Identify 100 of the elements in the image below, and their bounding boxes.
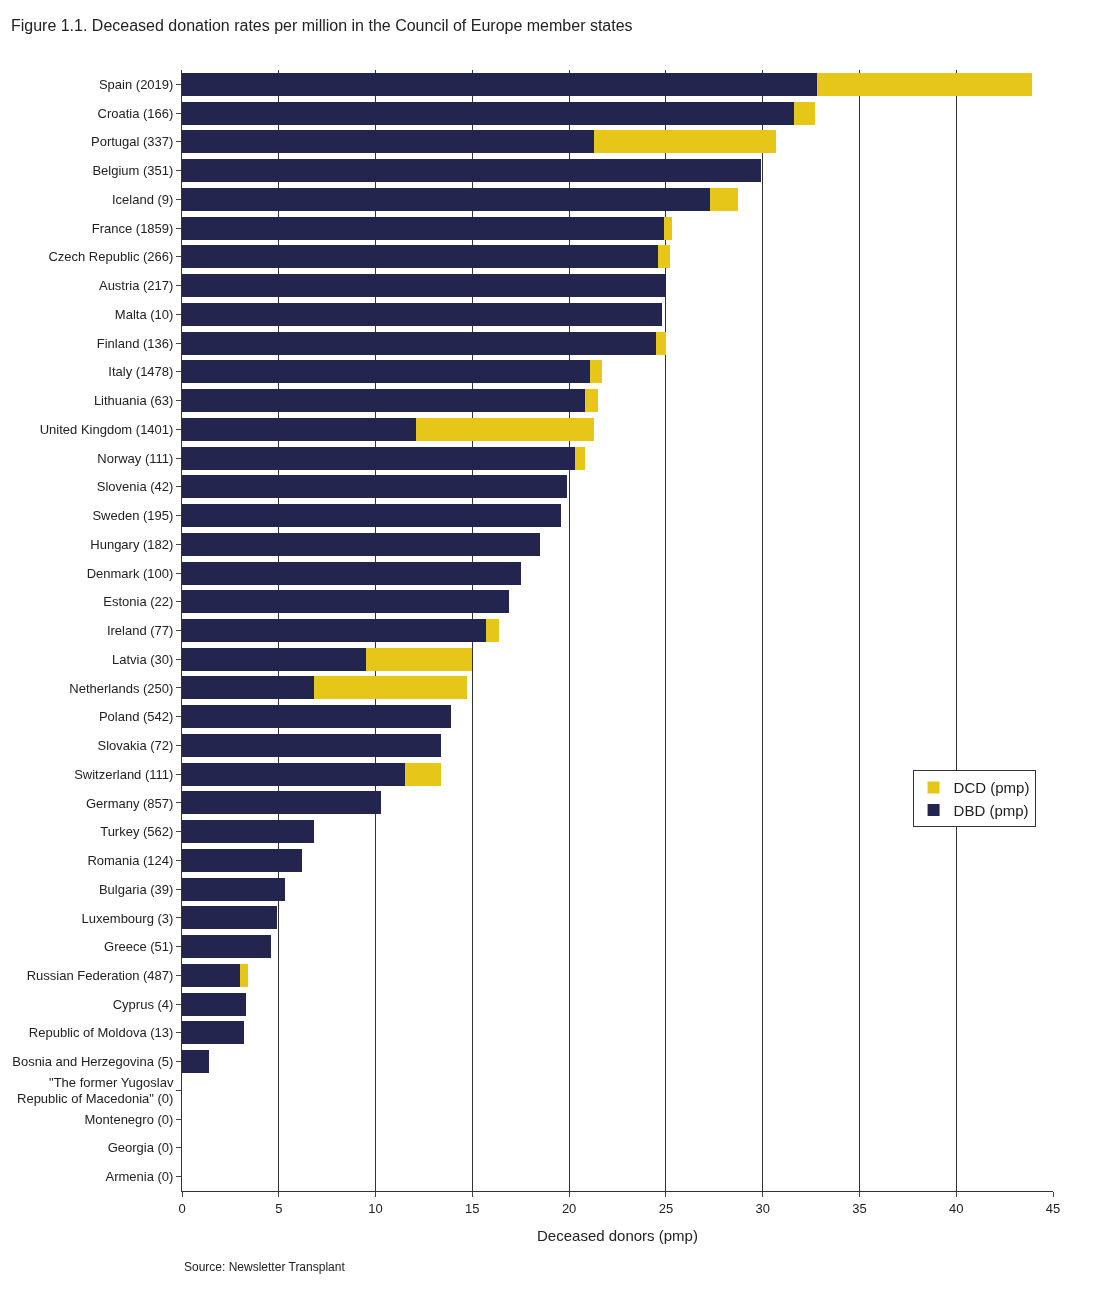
y-tick-label: Spain (2019) [98, 76, 174, 92]
bar [313, 676, 467, 700]
y-tick-label: Malta (10) [114, 306, 174, 322]
bar [656, 331, 666, 355]
y-tick-label: "The former Yugoslav Republic of Macedonia" (0) [17, 1074, 174, 1107]
bar [182, 619, 486, 642]
bar [182, 446, 575, 470]
bar [416, 417, 595, 441]
y-tick-label: Montenegro (0) [84, 1111, 174, 1127]
bar [182, 72, 817, 96]
bar [182, 302, 663, 326]
y-tick-label: Hungary (182) [90, 536, 174, 552]
bar [182, 877, 285, 901]
y-tick-label: Iceland (9) [111, 191, 174, 207]
bar [182, 590, 510, 614]
bar [182, 532, 541, 556]
y-tick-label: United Kingdom (1401) [39, 421, 174, 437]
x-tick-label: 40 [948, 1200, 964, 1216]
y-tick-label: Georgia (0) [107, 1140, 174, 1156]
y-tick-label: Latvia (30) [111, 651, 174, 667]
x-tick-label: 35 [852, 1200, 867, 1216]
y-tick-label: Austria (217) [98, 278, 174, 294]
y-tick-label: Slovenia (42) [96, 479, 174, 495]
x-tick-label: 45 [1045, 1200, 1061, 1216]
bar [182, 762, 405, 786]
bar [793, 101, 815, 125]
bar [182, 848, 302, 872]
x-axis-title: Deceased donors (pmp) [537, 1226, 698, 1244]
bar [182, 963, 241, 987]
bar [182, 647, 366, 671]
bar [182, 906, 277, 930]
bar [182, 705, 452, 729]
y-tick-label: Ireland (77) [106, 623, 174, 639]
bar [182, 187, 711, 211]
y-tick-label: Romania (124) [87, 853, 174, 868]
y-tick-label: Lithuania (63) [93, 393, 174, 409]
bar [574, 446, 585, 470]
x-tick-label: 5 [275, 1200, 283, 1216]
source-note: Source: Newsletter Transplant [184, 1260, 346, 1274]
bar [182, 159, 761, 183]
bar [485, 619, 500, 642]
bar [182, 216, 664, 240]
y-tick-label: Luxembourg (3) [81, 910, 174, 926]
x-tick-label: 15 [465, 1200, 480, 1216]
y-tick-label: Switzerland (111) [74, 766, 174, 782]
bar [182, 417, 417, 441]
bar [584, 389, 599, 413]
bar [404, 762, 442, 786]
y-tick-label: Croatia (166) [97, 105, 174, 121]
y-tick-label: Estonia (22) [103, 594, 174, 610]
y-tick-label: Bosnia and Herzegovina (5) [12, 1054, 174, 1070]
y-tick-label: Republic of Moldova (13) [28, 1025, 174, 1041]
bar [182, 791, 382, 815]
bar [816, 72, 1032, 96]
bar [240, 963, 248, 987]
bar [182, 1021, 244, 1045]
y-tick-label: Czech Republic (266) [48, 249, 174, 265]
bar [182, 101, 794, 125]
chart-title: Figure 1.1. Deceased donation rates per million in the Council of Europe member states [10, 16, 633, 34]
y-tick-label: Bulgaria (39) [98, 881, 174, 897]
x-tick-label: 0 [178, 1200, 186, 1216]
y-tick-label: Norway (111) [97, 450, 174, 466]
y-tick-label: Germany (857) [85, 795, 174, 811]
bar [182, 504, 562, 528]
legend-label: DCD (pmp) [953, 779, 1030, 797]
bar [182, 561, 521, 585]
legend-label: DBD (pmp) [953, 801, 1029, 819]
x-tick-label: 25 [658, 1200, 674, 1216]
bar [663, 216, 672, 240]
bar [182, 331, 657, 355]
bar [658, 245, 670, 269]
y-tick-label: Armenia (0) [105, 1169, 174, 1185]
y-tick-label: Denmark (100) [86, 565, 174, 581]
y-tick-label: Turkey (562) [100, 824, 174, 840]
y-tick-label: Poland (542) [98, 709, 174, 725]
bar [590, 360, 603, 384]
bar [182, 130, 595, 154]
x-tick-label: 20 [561, 1200, 577, 1216]
y-tick-label: Netherlands (250) [69, 680, 174, 696]
y-tick-label: Finland (136) [96, 335, 174, 351]
bar [182, 820, 314, 844]
x-tick-label: 10 [368, 1200, 383, 1216]
bar [182, 992, 246, 1016]
x-tick-label: 30 [755, 1200, 770, 1216]
y-tick-label: Slovakia (72) [97, 738, 174, 754]
y-tick-label: Italy (1478) [108, 364, 174, 380]
y-tick-label: Greece (51) [104, 939, 174, 955]
bar [710, 187, 738, 211]
bar [182, 360, 591, 384]
y-tick-label: Belgium (351) [92, 163, 174, 179]
y-tick-label: Russian Federation (487) [26, 967, 174, 983]
bar [182, 475, 568, 499]
y-tick-label: Sweden (195) [92, 508, 174, 524]
bar [182, 245, 659, 269]
bar [182, 389, 585, 413]
bar [182, 274, 666, 298]
y-tick-label: France (1859) [91, 220, 174, 236]
y-tick-label: Cyprus (4) [112, 996, 174, 1012]
bar [594, 130, 777, 154]
bar [182, 1050, 210, 1074]
